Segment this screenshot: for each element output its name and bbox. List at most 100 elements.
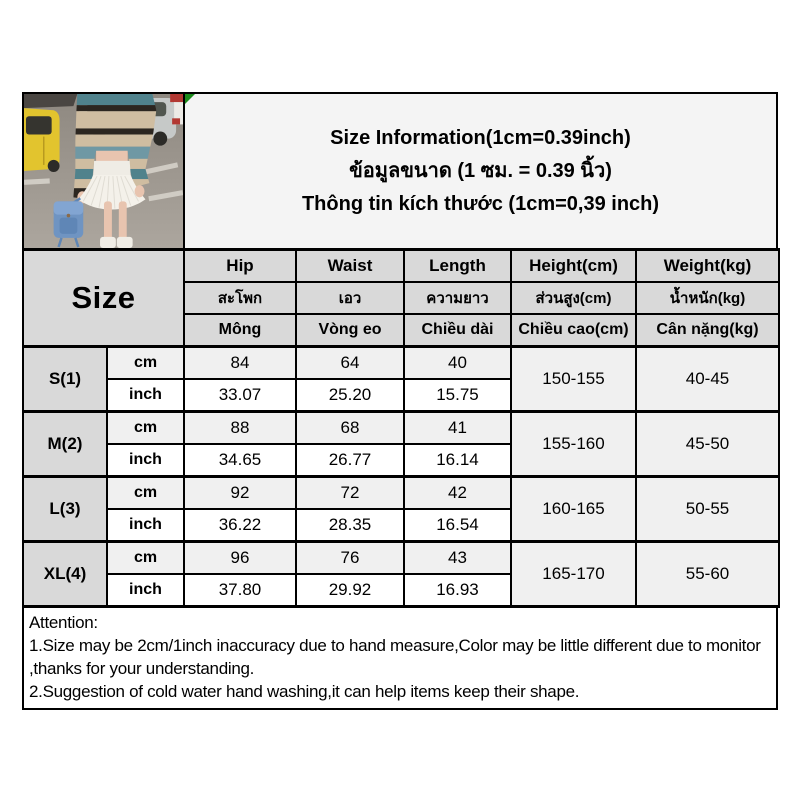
size-label: XL(4) — [22, 540, 108, 608]
size-row-M(2): M(2) cm 88 68 41 155-160 45-50 — [22, 410, 780, 478]
midriff — [96, 148, 128, 164]
cell-hip-cm: 92 — [183, 475, 297, 510]
cell-hip-inch: 36.22 — [183, 508, 297, 543]
right-hand — [134, 185, 145, 198]
unit-cm: cm — [106, 475, 185, 510]
col-header-hip-th: สะโพก — [183, 281, 297, 315]
col-header-height: Height(cm) — [510, 248, 637, 283]
cell-waist-inch: 26.77 — [295, 443, 405, 478]
col-header-waist-vi: Vòng eo — [295, 313, 405, 348]
taillight — [172, 118, 181, 125]
size-row-L(3)-inch: inch 36.22 28.35 16.54 — [23, 508, 779, 543]
cell-corner-marker-icon — [185, 94, 195, 104]
cell-length-inch: 15.75 — [403, 378, 512, 413]
cell-waist-cm: 64 — [295, 345, 405, 380]
size-row-M(2)-inch: inch 34.65 26.77 16.14 — [23, 443, 779, 478]
cell-weight-range: 40-45 — [635, 345, 780, 413]
size-row-S(1)-inch: inch 33.07 25.20 15.75 — [23, 378, 779, 413]
col-header-waist-th: เอว — [295, 281, 405, 315]
cell-hip-cm: 84 — [183, 345, 297, 380]
dark-car — [24, 94, 78, 109]
unit-cm: cm — [106, 410, 185, 445]
col-header-height-th: ส่วนสูง(cm) — [510, 281, 637, 315]
left-boot — [100, 236, 116, 248]
cell-length-inch: 16.54 — [403, 508, 512, 543]
skirt-waistband — [93, 160, 131, 176]
cell-length-cm: 41 — [403, 410, 512, 445]
title-en: Size Information(1cm=0.39inch) — [330, 126, 631, 149]
yellow-car-wheel — [47, 159, 60, 173]
unit-inch: inch — [106, 508, 185, 543]
cell-hip-inch: 33.07 — [183, 378, 297, 413]
col-header-length-th: ความยาว — [403, 281, 512, 315]
size-row-S(1): S(1) cm 84 64 40 150-155 40-45 — [22, 345, 780, 413]
col-header-hip-vi: Mông — [183, 313, 297, 348]
unit-cm: cm — [106, 345, 185, 380]
cell-waist-inch: 28.35 — [295, 508, 405, 543]
cell-hip-cm: 88 — [183, 410, 297, 445]
yellow-car-window — [25, 116, 52, 135]
size-label: M(2) — [22, 410, 108, 478]
size-label: S(1) — [22, 345, 108, 413]
denim-bag — [53, 197, 84, 248]
col-header-weight: Weight(kg) — [635, 248, 780, 283]
cell-length-cm: 43 — [403, 540, 512, 575]
size-table: Size Hip Waist Length Height(cm) Weight(… — [22, 248, 780, 608]
cell-weight-range: 50-55 — [635, 475, 780, 543]
cell-height-range: 155-160 — [510, 410, 637, 478]
size-label: L(3) — [22, 475, 108, 543]
unit-inch: inch — [106, 378, 185, 413]
size-row-XL(4): XL(4) cm 96 76 43 165-170 55-60 — [22, 540, 780, 608]
suv-wheel-right — [153, 131, 168, 146]
attention-note-2: 2.Suggestion of cold water hand washing,… — [29, 682, 580, 701]
attention-note-1: 1.Size may be 2cm/1inch inaccuracy due t… — [29, 636, 761, 678]
cell-length-cm: 42 — [403, 475, 512, 510]
size-header: Size — [22, 248, 185, 348]
col-header-waist: Waist — [295, 248, 405, 283]
unit-cm: cm — [106, 540, 185, 575]
col-header-length: Length — [403, 248, 512, 283]
white-car — [174, 102, 183, 125]
cell-length-cm: 40 — [403, 345, 512, 380]
cell-waist-cm: 68 — [295, 410, 405, 445]
title-vi: Thông tin kích thước (1cm=0,39 inch) — [301, 192, 660, 215]
cell-waist-cm: 76 — [295, 540, 405, 575]
cell-hip-inch: 34.65 — [183, 443, 297, 478]
header-row-th: สะโพก เอว ความยาว ส่วนสูง(cm) น้ำหนัก(kg… — [23, 281, 780, 315]
attention-heading: Attention: — [29, 613, 98, 632]
cell-waist-cm: 72 — [295, 475, 405, 510]
right-leg — [118, 201, 127, 242]
col-header-height-vi: Chiều cao(cm) — [510, 313, 637, 348]
cell-hip-cm: 96 — [183, 540, 297, 575]
cell-hip-inch: 37.80 — [183, 573, 297, 608]
col-header-length-vi: Chiều dài — [403, 313, 512, 348]
size-row-L(3): L(3) cm 92 72 42 160-165 50-55 — [22, 475, 780, 543]
cell-weight-range: 55-60 — [635, 540, 780, 608]
header-row-en: Size Hip Waist Length Height(cm) Weight(… — [22, 248, 780, 348]
red-car — [170, 94, 183, 103]
cell-length-inch: 16.93 — [403, 573, 512, 608]
header-row-vi: Mông Vòng eo Chiều dài Chiều cao(cm) Cân… — [23, 313, 780, 348]
title-th: ข้อมูลขนาด (1 ซม. = 0.39 นิ้ว) — [349, 159, 612, 182]
col-header-weight-vi: Cân nặng(kg) — [635, 313, 780, 348]
cell-height-range: 150-155 — [510, 345, 637, 413]
col-header-hip: Hip — [183, 248, 297, 283]
title-box: Size Information(1cm=0.39inch) ข้อมูลขนา… — [185, 94, 776, 248]
cell-waist-inch: 25.20 — [295, 378, 405, 413]
right-boot — [116, 236, 133, 248]
cell-waist-inch: 29.92 — [295, 573, 405, 608]
cell-height-range: 165-170 — [510, 540, 637, 608]
cell-height-range: 160-165 — [510, 475, 637, 543]
left-leg — [103, 201, 112, 242]
unit-inch: inch — [106, 443, 185, 478]
cell-weight-range: 45-50 — [635, 410, 780, 478]
product-photo — [24, 94, 185, 248]
cell-length-inch: 16.14 — [403, 443, 512, 478]
size-chart-sheet: Size Information(1cm=0.39inch) ข้อมูลขนา… — [22, 92, 780, 710]
product-photo-illustration — [24, 94, 183, 248]
attention-box: Attention: 1.Size may be 2cm/1inch inacc… — [22, 608, 778, 710]
unit-inch: inch — [106, 573, 185, 608]
header-section: Size Information(1cm=0.39inch) ข้อมูลขนา… — [22, 92, 778, 248]
col-header-weight-th: น้ำหนัก(kg) — [635, 281, 780, 315]
